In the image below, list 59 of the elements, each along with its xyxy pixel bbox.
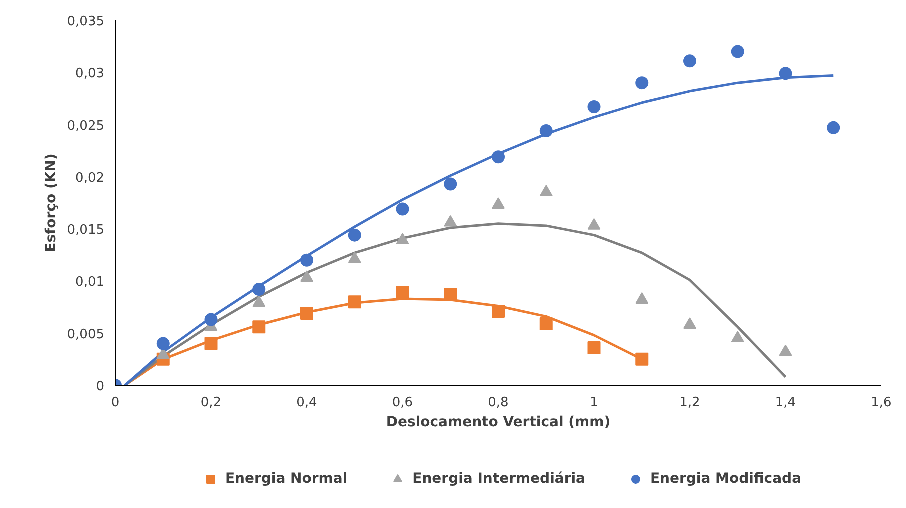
- point: [731, 45, 744, 58]
- point: [684, 54, 696, 68]
- x-tick-label: 1,6: [871, 396, 892, 410]
- legend-label: Energia Normal: [225, 471, 348, 487]
- y-tick-label: 0,01: [76, 275, 105, 290]
- point: [444, 178, 458, 191]
- x-axis-title: Deslocamento Vertical (mm): [386, 414, 611, 430]
- point: [684, 318, 696, 329]
- legend-label: Energia Modificada: [650, 471, 802, 487]
- y-tick-label: 0,03: [76, 66, 105, 82]
- x-tick-label: 0,4: [296, 396, 318, 410]
- point: [588, 218, 601, 230]
- x-tick-label: 0,8: [488, 396, 509, 410]
- point: [396, 233, 410, 245]
- point: [252, 320, 266, 334]
- point: [540, 124, 553, 138]
- point: [204, 313, 218, 326]
- y-tick-label: 0,025: [67, 118, 104, 134]
- point: [636, 352, 649, 366]
- point: [444, 215, 458, 227]
- point: [540, 185, 553, 197]
- x-tick-label: 0: [111, 396, 120, 410]
- point: [444, 288, 458, 302]
- legend-label: Energia Intermediária: [412, 471, 586, 487]
- x-tick-label: 1: [590, 396, 598, 410]
- point: [636, 292, 649, 304]
- point: [396, 286, 410, 300]
- point: [348, 228, 362, 242]
- point: [636, 76, 649, 90]
- x-tick-label: 1,4: [775, 396, 796, 410]
- point: [492, 304, 505, 318]
- point: [300, 254, 314, 267]
- point: [827, 121, 840, 134]
- point: [348, 252, 362, 264]
- point: [588, 100, 601, 114]
- y-tick-label: 0,035: [67, 14, 104, 30]
- point: [348, 296, 362, 309]
- point: [492, 198, 505, 210]
- point: [204, 337, 218, 350]
- point: [540, 317, 553, 330]
- y-tick-label: 0,02: [76, 170, 105, 186]
- point: [779, 67, 792, 80]
- y-tick-label: 0,005: [67, 327, 104, 342]
- point: [588, 341, 601, 354]
- point: [492, 150, 505, 164]
- point: [156, 337, 170, 350]
- x-tick-label: 0,2: [200, 396, 222, 410]
- point: [300, 270, 314, 282]
- y-tick-label: 0: [96, 380, 105, 394]
- y-tick-label: 0,015: [67, 223, 104, 238]
- point: [779, 344, 792, 356]
- x-tick-label: 1,2: [680, 396, 700, 410]
- point: [396, 202, 410, 216]
- point: [300, 307, 314, 320]
- x-tick-label: 0,6: [392, 396, 414, 410]
- point: [731, 331, 744, 343]
- point: [252, 296, 266, 308]
- y-axis-title: Esforço (KN): [43, 154, 60, 252]
- point: [252, 283, 266, 296]
